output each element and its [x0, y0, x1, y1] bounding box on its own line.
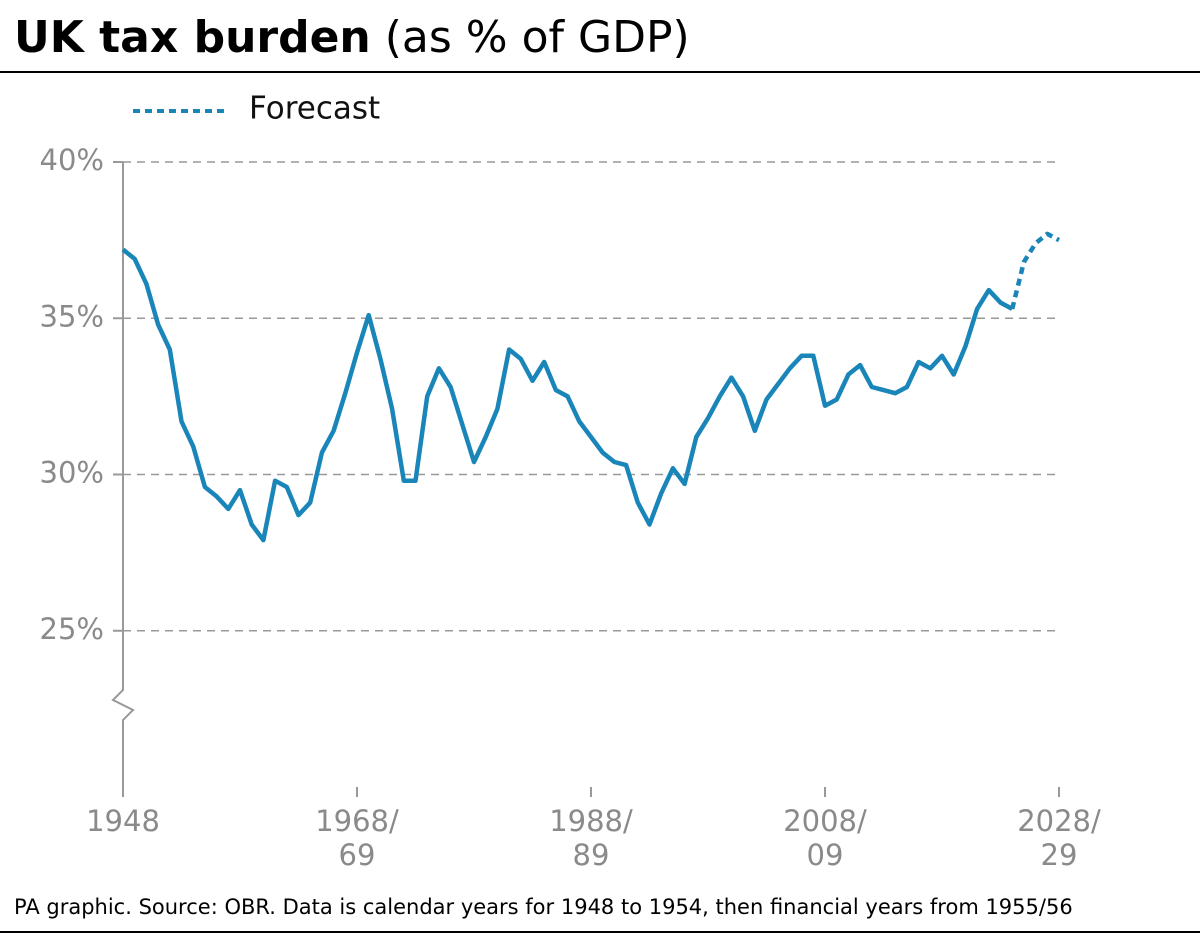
x-tick-label-line: 1988/ [549, 804, 633, 838]
x-tick-label-line: 89 [573, 838, 610, 872]
x-tick-label: 2008/09 [783, 804, 867, 872]
x-tick-label-line: 1968/ [315, 804, 399, 838]
y-tick-label: 35% [40, 299, 104, 333]
title-suffix: (as % of GDP) [385, 12, 690, 63]
x-tick-label-line: 09 [807, 838, 844, 872]
x-tick-label: 1968/69 [315, 804, 399, 872]
x-tick-label: 2028/29 [1017, 804, 1101, 872]
data-line [1010, 231, 1061, 310]
x-tick-label-line: 29 [1041, 838, 1078, 872]
y-axis-break [111, 162, 135, 787]
x-tick-label: 1988/89 [549, 804, 633, 872]
title-main: UK tax burden [14, 12, 371, 63]
x-tick-label-line: 69 [339, 838, 376, 872]
y-tick-label: 25% [40, 612, 104, 646]
chart-title: UK tax burden (as % of GDP) [14, 12, 690, 63]
y-tick-label: 40% [40, 143, 104, 177]
x-tick-label-line: 2008/ [783, 804, 867, 838]
y-tick-label: 30% [40, 456, 104, 490]
data-line [121, 247, 1014, 543]
source-note: PA graphic. Source: OBR. Data is calenda… [14, 895, 1073, 919]
legend-label: Forecast [249, 91, 380, 127]
x-tick-label: 1948 [86, 804, 160, 838]
x-tick-label-line: 2028/ [1017, 804, 1101, 838]
